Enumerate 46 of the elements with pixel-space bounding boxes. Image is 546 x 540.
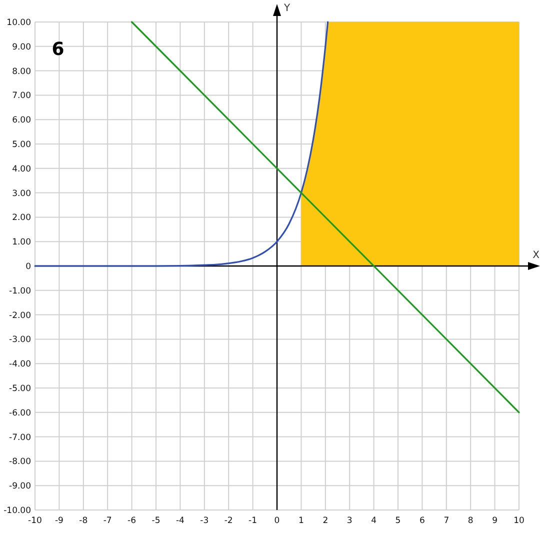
line-series: [34, 21, 329, 267]
y-tick-label: 3.00: [12, 188, 31, 199]
x-tick-label: -6: [128, 516, 136, 526]
x-tick-label: -10: [28, 516, 42, 526]
y-tick-label: -6.00: [9, 408, 31, 418]
y-tick-label: -1.00: [9, 286, 31, 296]
y-tick-label: 9.00: [12, 42, 31, 52]
x-tick-label: -1: [248, 516, 258, 526]
y-tick-label: 8.00: [12, 66, 31, 77]
y-tick-label: -7.00: [9, 432, 31, 443]
y-tick-label: -2.00: [9, 310, 31, 321]
x-tick-label: -4: [176, 516, 184, 526]
x-tick-label: -5: [152, 516, 160, 526]
x-tick-label: 0: [274, 516, 280, 526]
x-tick-label: -3: [200, 516, 209, 526]
y-tick-label: 7.00: [12, 91, 31, 102]
y-tick-label: 10.00: [6, 18, 31, 28]
y-axis-title: Y: [282, 3, 291, 14]
x-tick-label: 1: [298, 516, 304, 526]
y-tick-label: 5.00: [12, 140, 31, 150]
y-tick-label: 0: [26, 262, 31, 272]
x-tick-label: 9: [492, 516, 498, 526]
y-tick-label: -4.00: [9, 360, 31, 370]
y-tick-label: 2.00: [12, 213, 31, 224]
x-tick-label: 6: [419, 516, 425, 526]
x-tick-label: -8: [79, 516, 88, 526]
y-tick-label: -8.00: [9, 457, 31, 468]
x-tick-label: 5: [395, 516, 401, 526]
x-tick-label: -2: [224, 516, 233, 526]
y-tick-label: -5.00: [9, 384, 31, 394]
x-tick-label: -9: [54, 516, 64, 526]
x-tick-label: 10: [514, 516, 524, 526]
y-tick-label: 4.00: [12, 164, 31, 174]
annotation: 6: [52, 39, 64, 60]
y-tick-label: 6.00: [12, 116, 31, 126]
y-tick-label: -9.00: [9, 482, 31, 492]
y-tick-label: 1.00: [12, 238, 31, 248]
x-tick-label: 8: [468, 516, 474, 526]
x-tick-label: 7: [444, 516, 450, 526]
y-tick-label: -10.00: [4, 506, 31, 516]
x-tick-label: 4: [371, 516, 377, 526]
x-tick-label: -7: [103, 516, 112, 526]
y-tick-label: -3.00: [9, 335, 31, 346]
x-axis-title: X: [532, 250, 540, 261]
x-tick-label: 2: [322, 516, 328, 526]
x-tick-label: 3: [346, 516, 352, 526]
